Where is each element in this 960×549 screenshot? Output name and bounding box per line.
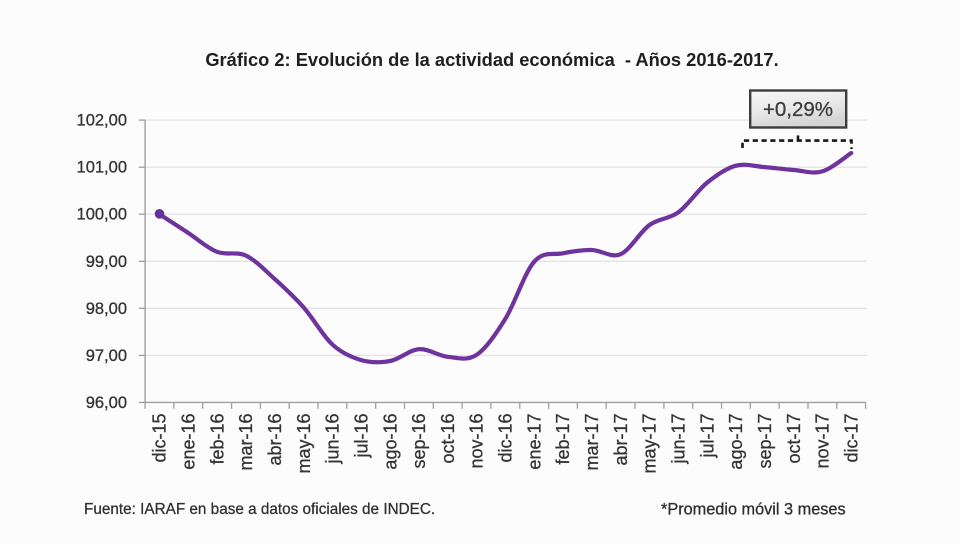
svg-text:sep-16: sep-16 (409, 414, 429, 469)
svg-text:dic-17: dic-17 (841, 414, 861, 463)
svg-text:ago-17: ago-17 (726, 414, 746, 470)
svg-text:100,00: 100,00 (77, 206, 127, 224)
svg-text:dic-16: dic-16 (496, 413, 516, 462)
svg-text:jul-17: jul-17 (697, 414, 717, 459)
svg-text:oct-17: oct-17 (784, 414, 804, 464)
svg-text:Fuente: IARAF en base a datos: Fuente: IARAF en base a datos oficiales … (84, 501, 435, 518)
svg-text:jun-17: jun-17 (669, 414, 689, 465)
svg-text:nov-17: nov-17 (813, 414, 833, 469)
svg-text:Gráfico 2: Evolución de la act: Gráfico 2: Evolución de la actividad eco… (205, 49, 778, 70)
svg-text:feb-16: feb-16 (207, 414, 227, 465)
svg-text:99,00: 99,00 (86, 253, 127, 271)
svg-text:102,00: 102,00 (77, 112, 127, 130)
svg-text:ene-16: ene-16 (179, 414, 199, 470)
svg-text:+0,29%: +0,29% (763, 98, 833, 121)
svg-text:mar-16: mar-16 (236, 414, 256, 471)
svg-text:97,00: 97,00 (86, 347, 127, 365)
svg-text:ene-17: ene-17 (524, 414, 544, 470)
svg-text:abr-16: abr-16 (265, 414, 285, 466)
svg-text:*Promedio móvil 3 meses: *Promedio móvil 3 meses (661, 501, 846, 519)
svg-text:98,00: 98,00 (86, 300, 127, 318)
svg-text:jun-16: jun-16 (323, 414, 343, 465)
svg-text:mar-17: mar-17 (582, 414, 602, 471)
svg-text:nov-16: nov-16 (467, 414, 487, 469)
svg-text:101,00: 101,00 (77, 159, 127, 177)
svg-text:may-17: may-17 (640, 414, 660, 474)
svg-text:sep-17: sep-17 (755, 414, 775, 469)
svg-text:jul-16: jul-16 (351, 414, 371, 459)
svg-text:oct-16: oct-16 (438, 414, 458, 464)
svg-text:may-16: may-16 (294, 414, 314, 474)
svg-text:ago-16: ago-16 (380, 414, 400, 470)
svg-text:abr-17: abr-17 (611, 414, 631, 466)
svg-text:feb-17: feb-17 (553, 414, 573, 465)
svg-text:dic-15: dic-15 (150, 414, 170, 463)
svg-text:96,00: 96,00 (86, 394, 127, 412)
